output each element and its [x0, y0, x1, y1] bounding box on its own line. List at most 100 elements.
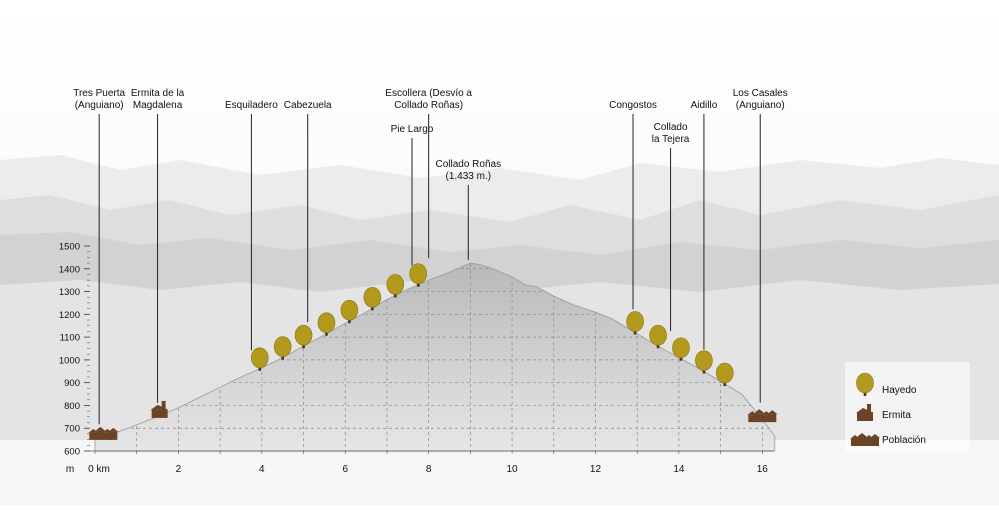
landmark-label: Congostos: [609, 100, 657, 111]
landmark-label-line: Collado: [654, 122, 688, 133]
elevation-profile-area: [94, 262, 776, 452]
legend-label: Población: [882, 435, 926, 446]
x-tick-label: 0 km: [88, 464, 110, 475]
landmark-label-line: Pie Largo: [391, 124, 434, 135]
landmark-label-line: Collado Roñas: [435, 159, 501, 170]
hayedo-tree-icon: [715, 362, 734, 387]
landmark-label: Tres Puerta (Anguiano): [73, 88, 125, 111]
tree-crown: [294, 324, 313, 346]
hayedo-tree-icon: [273, 336, 292, 360]
y-tick-label: 1400: [59, 264, 80, 275]
landmark-label: Pie Largo: [391, 124, 434, 135]
house-roof: [767, 410, 778, 415]
house-roof: [870, 434, 880, 438]
x-tick-label: 16: [757, 464, 769, 475]
poblacion-village-icon: [88, 426, 119, 440]
hayedo-tree-icon: [626, 311, 644, 335]
x-tick-label: 10: [507, 464, 519, 475]
landmark-label-line: Tres Puerta: [73, 88, 125, 99]
x-tick-label: 8: [426, 464, 432, 475]
hayedo-tree-icon: [250, 347, 269, 371]
chapel-tower: [867, 404, 871, 413]
landmark-label-line: (Anguiano): [736, 100, 785, 111]
house: [871, 438, 879, 446]
y-tick-label: 1200: [59, 310, 80, 321]
x-tick-label: 6: [342, 464, 348, 475]
y-tick-label: 1100: [60, 333, 80, 344]
house: [748, 415, 757, 423]
hayedo-tree-icon: [340, 299, 359, 324]
tree-crown: [340, 299, 359, 321]
hayedo-tree-icon: [294, 324, 313, 349]
landmark-label-line: la Tejera: [652, 134, 690, 145]
legend: Hayedo Ermita Población: [845, 362, 970, 452]
landmark-label: Collado la Tejera: [652, 122, 690, 145]
landmark-label: Aidillo: [691, 100, 718, 111]
ermita-chapel-icon: [150, 400, 169, 418]
landmark-label-line: Collado Roñas): [394, 100, 463, 111]
landmark-label: Ermita de la Magdalena: [131, 88, 185, 111]
tree-crown: [273, 336, 292, 357]
chapel-body: [857, 413, 873, 421]
x-tick-label: 12: [590, 464, 602, 475]
hayedo-tree-icon: [672, 337, 690, 361]
hayedo-tree-icon: [695, 350, 713, 374]
house: [109, 431, 118, 440]
landmark-label-line: Los Casales: [733, 88, 788, 99]
house: [103, 432, 112, 440]
y-tick-label: 1500: [59, 242, 80, 253]
landmark-label-line: Esquiladero: [225, 100, 278, 111]
tree-crown: [386, 274, 405, 295]
landmark-label: Escollera (Desvío a Collado Roñas): [385, 88, 472, 111]
house: [858, 437, 866, 446]
x-tick-label: 14: [673, 464, 685, 475]
tree-crown: [317, 312, 336, 333]
house: [865, 439, 873, 446]
tree-crown: [363, 286, 382, 308]
house: [851, 439, 859, 446]
legend-label: Ermita: [882, 410, 911, 421]
legend-village-icon: [850, 433, 880, 446]
tree-crown: [626, 311, 644, 332]
house: [762, 415, 771, 423]
landmark-label: Collado Roñas (1.433 m.): [435, 159, 501, 182]
tree-crown: [649, 324, 667, 346]
y-axis-unit-label: m: [66, 464, 74, 475]
house-roof: [857, 433, 867, 437]
landmark-label-line: Escollera (Desvío a: [385, 88, 472, 99]
legend-chapel-icon: [856, 404, 874, 421]
house: [755, 413, 764, 423]
landmark-label-line: Magdalena: [133, 100, 183, 111]
legend-label: Hayedo: [882, 385, 917, 396]
landmark-label: Esquiladero: [225, 100, 278, 111]
landmark-label: Cabezuela: [284, 100, 332, 111]
legend-item: Hayedo: [856, 372, 917, 396]
hayedo-tree-icon: [317, 312, 336, 336]
tree-crown: [672, 337, 690, 359]
chapel-tower: [161, 400, 166, 410]
hayedo-tree-icon: [649, 324, 667, 349]
y-tick-label: 1300: [59, 287, 80, 298]
y-tick-label: 1000: [59, 355, 80, 366]
landmark-label-line: Cabezuela: [284, 100, 332, 111]
tree-crown: [715, 362, 734, 384]
y-tick-label: 800: [64, 401, 80, 412]
legend-tree-icon: [856, 372, 874, 396]
house-roof: [754, 409, 765, 414]
landmark-label-line: (Anguiano): [75, 100, 124, 111]
house: [96, 430, 105, 440]
house-roof: [95, 426, 106, 431]
house: [768, 414, 777, 423]
tree-crown: [695, 350, 713, 371]
house-roof: [88, 428, 99, 433]
chapel-body: [151, 409, 168, 418]
y-tick-label: 900: [64, 378, 80, 389]
house-roof: [108, 427, 119, 432]
tree-crown: [409, 263, 428, 285]
x-tick-label: 4: [259, 464, 265, 475]
legend-item: Ermita: [856, 404, 911, 421]
house-roof: [747, 411, 758, 416]
landmark-label-line: Congostos: [609, 100, 657, 111]
